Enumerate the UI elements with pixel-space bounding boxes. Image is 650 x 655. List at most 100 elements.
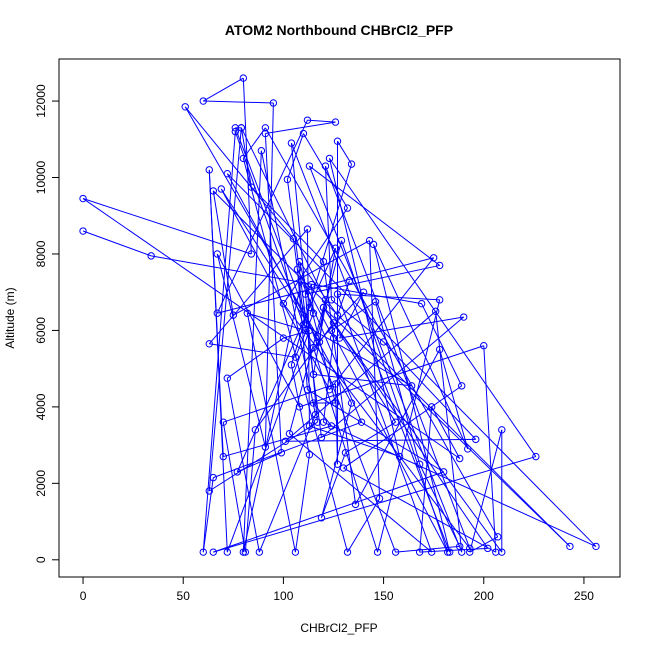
series-segment (260, 150, 316, 415)
series-segment (309, 425, 400, 458)
x-tick-label: 200 (474, 589, 494, 603)
series-segment (250, 186, 324, 262)
series-points (79, 74, 600, 556)
y-tick-label: 2000 (34, 470, 48, 497)
data-point (209, 473, 217, 482)
data-point (566, 542, 574, 551)
data-point (261, 129, 270, 138)
series-segment (337, 293, 433, 553)
series-segment (383, 341, 477, 440)
series-segment (316, 240, 342, 337)
data-point (466, 548, 474, 556)
chart-title: ATOM2 Northbound CHBrCl2_PFP (225, 22, 453, 38)
data-point (359, 288, 368, 296)
series-segment (213, 471, 444, 553)
data-point (79, 194, 87, 203)
data-point (279, 334, 288, 342)
data-point (466, 544, 474, 553)
data-point (255, 548, 264, 556)
data-point (181, 103, 189, 111)
data-point (347, 399, 356, 407)
data-point (309, 399, 318, 407)
y-tick-label: 0 (34, 556, 48, 563)
series-segment (294, 454, 310, 553)
y-tick-label: 10000 (34, 161, 48, 195)
series-segment (299, 345, 484, 408)
data-point (321, 162, 330, 170)
series-segment (328, 158, 401, 457)
data-point (317, 514, 326, 522)
data-point (333, 460, 342, 468)
data-point (365, 236, 374, 245)
data-point (205, 166, 213, 174)
series-segment (264, 133, 282, 453)
data-point (331, 399, 340, 407)
series-segment (331, 301, 376, 331)
data-point (247, 183, 256, 191)
series-segment (313, 373, 412, 387)
series-segment (294, 313, 314, 358)
y-tick-label: 4000 (34, 393, 48, 420)
series-segment (296, 269, 334, 339)
data-point (285, 429, 294, 438)
data-point (333, 311, 342, 319)
series-segment (375, 301, 421, 465)
data-point (257, 147, 266, 155)
series-segment (184, 106, 318, 337)
data-point (261, 124, 270, 132)
series-segment (242, 280, 302, 553)
data-point (281, 437, 290, 445)
data-point (209, 187, 217, 195)
series-segment (202, 131, 236, 553)
x-axis: 0 50 100 150 200 250 (80, 576, 594, 603)
data-point (311, 410, 320, 419)
series-segment (303, 324, 412, 387)
data-point (291, 548, 300, 556)
data-point (305, 450, 314, 459)
series-segment (264, 102, 274, 448)
series-segment (309, 165, 440, 266)
data-point (217, 185, 225, 193)
data-point (480, 342, 488, 350)
data-point (435, 261, 444, 270)
data-point (391, 548, 400, 556)
x-tick-label: 150 (374, 589, 394, 603)
data-point (293, 265, 302, 273)
data-point (439, 468, 448, 476)
data-point (279, 299, 288, 308)
data-point (391, 418, 400, 426)
series-segment (329, 257, 435, 390)
data-point (299, 129, 308, 138)
data-point (327, 326, 336, 335)
series-segment (151, 255, 422, 305)
data-point (343, 204, 352, 212)
series-segment (483, 345, 497, 553)
series-segment (216, 253, 266, 448)
data-point (592, 542, 600, 551)
data-point (233, 468, 242, 476)
series-segment (419, 406, 433, 553)
data-point (309, 309, 318, 317)
data-point (305, 162, 314, 170)
series-segment (313, 402, 332, 427)
series-segment (345, 421, 396, 454)
y-axis: 0 2000 4000 6000 8000 10000 12000 (34, 84, 60, 563)
series-segment (286, 133, 304, 180)
data-point (307, 280, 316, 289)
series-segment (282, 207, 348, 304)
data-point (325, 154, 334, 163)
series-segment (216, 253, 300, 408)
series-segment (223, 425, 332, 458)
data-point (373, 548, 382, 556)
data-point (223, 374, 232, 382)
series-segment (265, 121, 336, 135)
data-point (303, 116, 312, 124)
data-point (331, 118, 340, 126)
series-segment (439, 349, 469, 450)
data-point (347, 160, 356, 168)
series-segment (337, 280, 350, 316)
series-segment (313, 291, 364, 348)
data-point (305, 422, 314, 430)
y-axis-label: Altitude (m) (3, 287, 17, 348)
data-point (460, 313, 468, 321)
